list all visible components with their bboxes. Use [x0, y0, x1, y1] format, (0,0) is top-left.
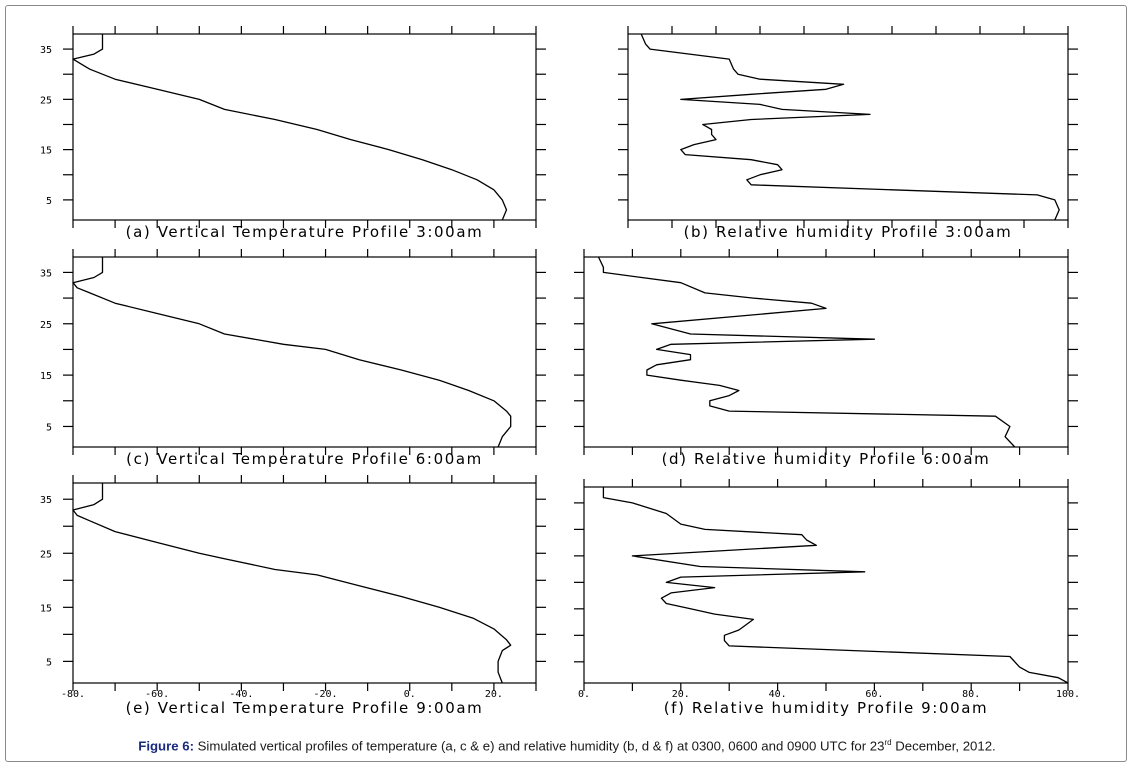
- x-tick-label: 0.: [404, 689, 416, 700]
- x-tick-label: 80.: [962, 689, 980, 700]
- y-tick-label: 5: [46, 422, 52, 433]
- plot-frame: [583, 486, 1069, 684]
- plot-frame: [72, 33, 537, 221]
- panel-b: (b) Relative humidity Profile 3:00am: [618, 26, 1078, 241]
- x-tick-label: -80.: [61, 689, 85, 700]
- panel-c: 35 25 15 5 (c) Vertical Temperature Profile …: [40, 249, 546, 468]
- figure-caption: Figure 6: Simulated vertical profiles of…: [0, 738, 1134, 753]
- x-tick-label: -20.: [313, 689, 337, 700]
- x-tick-label: 100.: [1056, 689, 1080, 700]
- plot-frame: [72, 482, 537, 684]
- x-tick-label: 60.: [865, 689, 883, 700]
- profile-line: [602, 487, 1069, 684]
- profile-line: [72, 34, 508, 221]
- panel-f: 0. 20. 40. 60. 80. 100. (f) Relative humidity …: [574, 479, 1080, 717]
- panel-title: (a) Vertical Temperature Profile 3:00am: [126, 223, 484, 241]
- panel-title: (d) Relative humidity Profile 6:00am: [662, 450, 991, 468]
- y-tick-label: 25: [40, 320, 52, 331]
- profile-line: [72, 257, 512, 448]
- panel-title: (c) Vertical Temperature Profile 6:00am: [126, 450, 483, 468]
- y-tick-label: 15: [40, 146, 52, 157]
- y-tick-label: 35: [40, 268, 52, 279]
- figure-frame: [5, 5, 1127, 762]
- x-tick-label: 0.: [578, 689, 590, 700]
- y-tick-label: 15: [40, 603, 52, 614]
- y-tick-label: 5: [46, 657, 52, 668]
- panel-title: (e) Vertical Temperature Profile 9:00am: [126, 699, 484, 717]
- y-tick-label: 25: [40, 95, 52, 106]
- x-tick-label: -60.: [145, 689, 169, 700]
- profile-line: [640, 33, 1060, 221]
- x-tick-label: -40.: [229, 689, 253, 700]
- panel-e: 35 25 15 5 -80. -60. -40. -20. 0. 20.(e) Vertical…: [40, 475, 546, 717]
- y-tick-label: 25: [40, 549, 52, 560]
- profile-line: [72, 483, 512, 684]
- panel-title: (b) Relative humidity Profile 3:00am: [684, 223, 1013, 241]
- plot-frame: [583, 256, 1069, 448]
- y-tick-label: 35: [40, 45, 52, 56]
- x-tick-label: 40.: [769, 689, 787, 700]
- y-tick-label: 15: [40, 371, 52, 382]
- caption-label: Figure 6:: [138, 738, 194, 754]
- plot-frame: [72, 256, 537, 448]
- caption-superscript: rd: [884, 738, 892, 747]
- y-tick-label: 35: [40, 495, 52, 506]
- y-tick-label: 5: [46, 196, 52, 207]
- plot-frame: [627, 33, 1069, 221]
- caption-text-end: December, 2012.: [891, 738, 996, 754]
- panel-a: 35 25 15 5 (a) Vertical Temperature Profile …: [40, 26, 546, 241]
- panel-d: (d) Relative humidity Profile 6:00am: [574, 249, 1078, 468]
- x-tick-label: 20.: [485, 689, 503, 700]
- caption-text: Simulated vertical profiles of temperatu…: [193, 738, 885, 754]
- x-tick-label: 20.: [672, 689, 690, 700]
- panel-title: (f) Relative humidity Profile 9:00am: [664, 699, 989, 717]
- profile-line: [597, 256, 1016, 448]
